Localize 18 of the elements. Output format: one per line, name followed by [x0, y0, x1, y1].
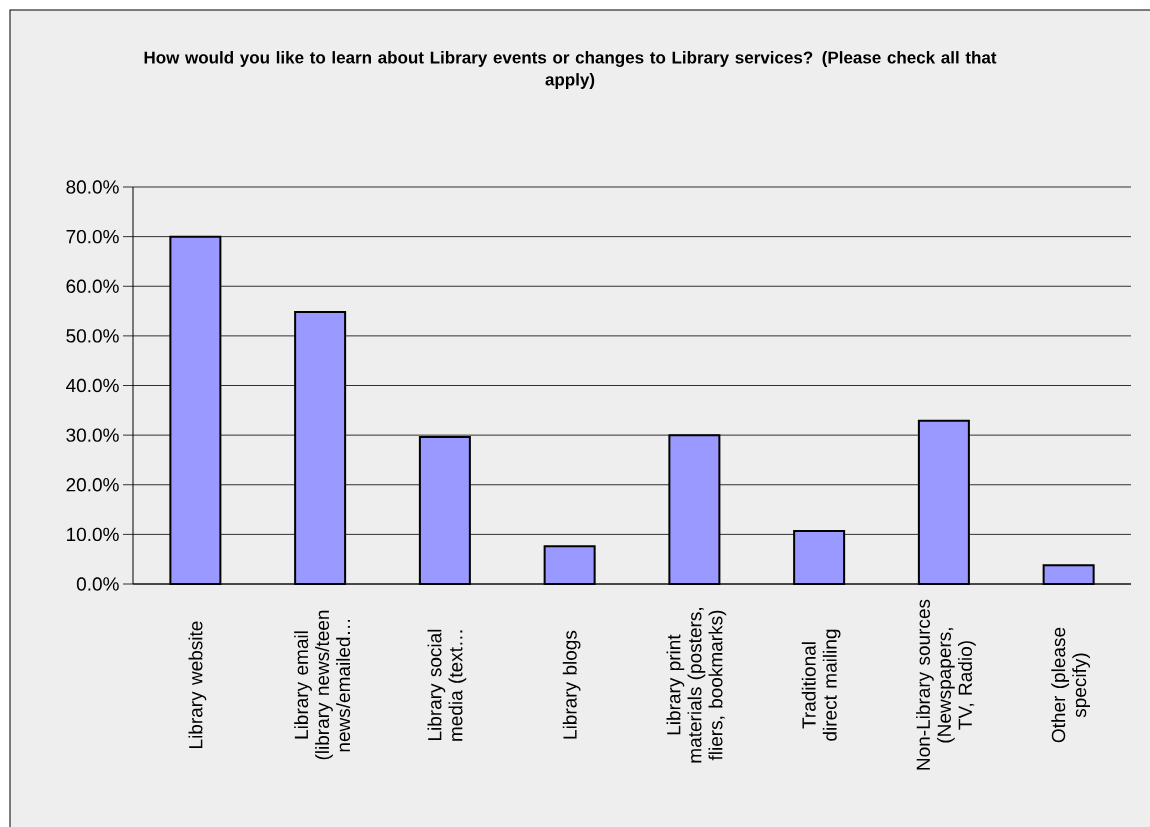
y-tick-label: 0.0%: [76, 577, 119, 591]
y-tick-label: 40.0%: [66, 378, 119, 393]
y-tick-label: 30.0%: [66, 428, 119, 442]
y-tick-label: 70.0%: [66, 229, 119, 244]
y-tick-label: 10.0%: [67, 527, 119, 542]
x-tick-label: Library website: [188, 621, 207, 748]
chart-title: How would you like to learn about Library events or changes to Library services? (Please check all that apply): [144, 51, 997, 89]
x-tick-label: Other (please specify): [1051, 627, 1090, 743]
x-tick-label: Non-Library sources (Newspapers, TV, Radio): [916, 599, 976, 770]
x-tick-label: Traditional direct mailing: [801, 629, 841, 741]
y-tick-label: 60.0%: [66, 279, 119, 293]
y-tick-label: 20.0%: [66, 478, 119, 492]
x-tick-label: Library blogs: [562, 630, 581, 739]
x-tick-label: Library social media (text…: [427, 629, 467, 741]
y-tick-label: 50.0%: [66, 329, 119, 343]
x-tick-label: Library print materials (posters, fliers, bookmarks): [666, 608, 727, 763]
x-tick-label: Library email (library news/teen news/emailed…: [294, 610, 351, 760]
y-tick-label: 80.0%: [66, 180, 119, 194]
